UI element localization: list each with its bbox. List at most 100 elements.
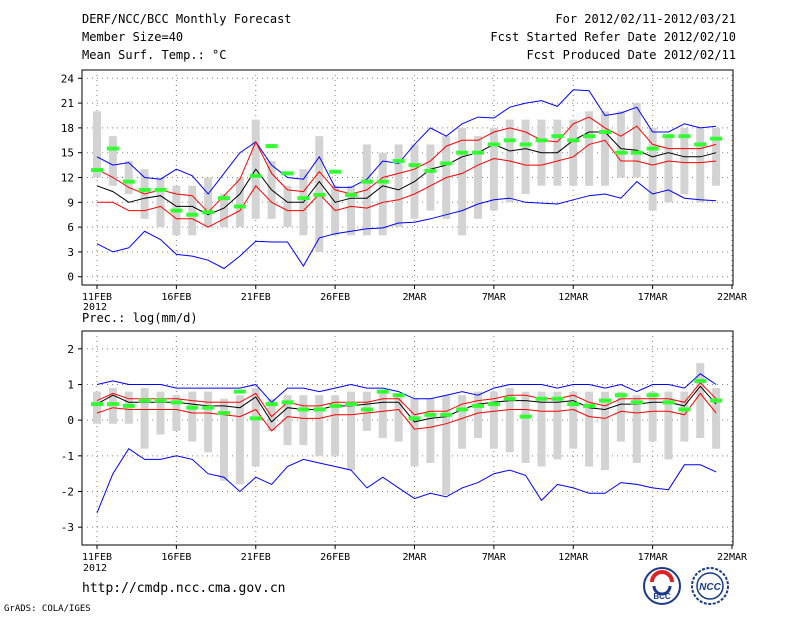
ensemble-marker (376, 389, 389, 394)
forecast-period-label: For 2012/02/11-2012/03/21 (555, 12, 736, 26)
ensemble-marker (503, 396, 516, 401)
ensemble-marker (519, 414, 532, 419)
title-forecast: DERF/NCC/BCC Monthly Forecast (82, 12, 292, 26)
series-line-q1 (96, 392, 717, 432)
series-line-max (96, 89, 717, 195)
spread-box (204, 177, 213, 228)
spread-box (220, 398, 228, 481)
ensemble-marker (218, 196, 230, 201)
spread-box (632, 103, 641, 178)
x-tick-label: 17MAR (638, 552, 669, 563)
ensemble-marker (472, 150, 484, 155)
x-tick-label: 11FEB (82, 552, 112, 563)
spread-box (616, 391, 625, 442)
series-line-q1 (97, 139, 717, 228)
y-tick-label: -1 (61, 450, 74, 463)
ensemble-marker (345, 192, 357, 197)
ensemble-marker (297, 196, 310, 201)
ensemble-marker (551, 134, 564, 139)
ensemble-marker (567, 402, 580, 407)
y-tick-label: 2 (67, 343, 74, 356)
ensemble-marker (472, 403, 484, 408)
ensemble-marker (519, 142, 532, 147)
ensemble-marker (599, 130, 611, 135)
ensemble-marker (694, 378, 707, 383)
spread-box (283, 185, 292, 228)
ensemble-marker (360, 407, 373, 412)
ncc-logo-text: NCC (699, 582, 721, 593)
spread-box (458, 395, 467, 449)
series-line-mean (96, 131, 717, 216)
ensemble-marker (630, 150, 643, 155)
ensemble-marker (694, 142, 707, 147)
spread-box (680, 391, 689, 442)
spread-box (680, 127, 689, 195)
spread-box (632, 395, 641, 463)
x-tick-label: 2MAR (402, 552, 427, 563)
spread-box (378, 152, 387, 236)
x-tick-label: 21FEB (241, 292, 271, 303)
ensemble-marker (646, 146, 659, 151)
ensemble-marker (138, 187, 151, 192)
footer-url[interactable]: http://cmdp.ncc.cma.gov.cn (82, 581, 286, 596)
spread-box (235, 395, 244, 485)
spread-box (712, 388, 721, 449)
spread-box (315, 395, 324, 456)
spread-box (648, 127, 657, 211)
y-tick-label: 3 (67, 246, 74, 259)
y-tick-label: -3 (61, 521, 74, 534)
bcc-logo-icon: BCC (643, 567, 681, 605)
spread-box (93, 391, 101, 424)
x-year-label: 2012 (83, 302, 107, 313)
fcst-produced-label: Fcst Produced Date 2012/02/11 (526, 48, 736, 62)
ensemble-marker (122, 403, 135, 408)
x-year-label: 2012 (83, 563, 107, 574)
x-tick-label: 21FEB (241, 552, 271, 563)
chart-panel-1: 0 3 6 9 12 15 18 21 24 11FEB 16FEB 21FEB 26FEB 2MAR 7M… (61, 69, 748, 313)
spread-box (204, 391, 213, 453)
y-tick-label: 0 (67, 271, 74, 284)
spread-box (505, 388, 514, 453)
spread-box (474, 391, 482, 438)
variable-temp-label: Mean Surf. Temp.: °C (82, 48, 227, 62)
ensemble-marker (91, 168, 103, 173)
ensemble-marker (710, 136, 723, 141)
ensemble-marker (360, 179, 373, 184)
spread-box (140, 388, 149, 449)
ensemble-marker (710, 398, 723, 403)
ensemble-marker (424, 168, 437, 173)
ensemble-marker (249, 173, 262, 178)
ensemble-marker (170, 400, 183, 405)
ensemble-marker (376, 179, 389, 184)
ensemble-marker (233, 204, 246, 209)
ensemble-marker (329, 169, 342, 174)
ensemble-marker (138, 398, 151, 403)
ensemble-marker (646, 393, 659, 398)
ensemble-marker (122, 179, 135, 184)
ensemble-marker (392, 158, 405, 163)
ensemble-marker (583, 403, 596, 408)
y-tick-label: 0 (67, 414, 74, 427)
ensemble-marker (392, 393, 405, 398)
spread-box (251, 388, 260, 467)
y-tick-label: 15 (61, 147, 74, 160)
ensemble-marker (662, 400, 675, 405)
ensemble-marker (313, 192, 326, 197)
x-tick-label: 7MAR (482, 552, 507, 563)
spread-box (585, 111, 594, 186)
ensemble-marker (186, 405, 199, 410)
ensemble-marker (583, 134, 596, 139)
spread-box (188, 185, 197, 236)
ensemble-marker (202, 405, 215, 410)
x-tick-label: 11FEB (82, 292, 112, 303)
ensemble-marker (281, 400, 294, 405)
y-tick-label: 1 (67, 379, 74, 392)
member-size-label: Member Size=40 (82, 30, 184, 44)
series-line-q3 (96, 116, 717, 213)
y-tick-label: 9 (67, 196, 74, 209)
ensemble-marker (424, 412, 437, 417)
ensemble-marker (440, 412, 453, 417)
ensemble-marker (487, 142, 500, 147)
ensemble-marker (297, 407, 310, 412)
series-line-max (96, 373, 717, 404)
